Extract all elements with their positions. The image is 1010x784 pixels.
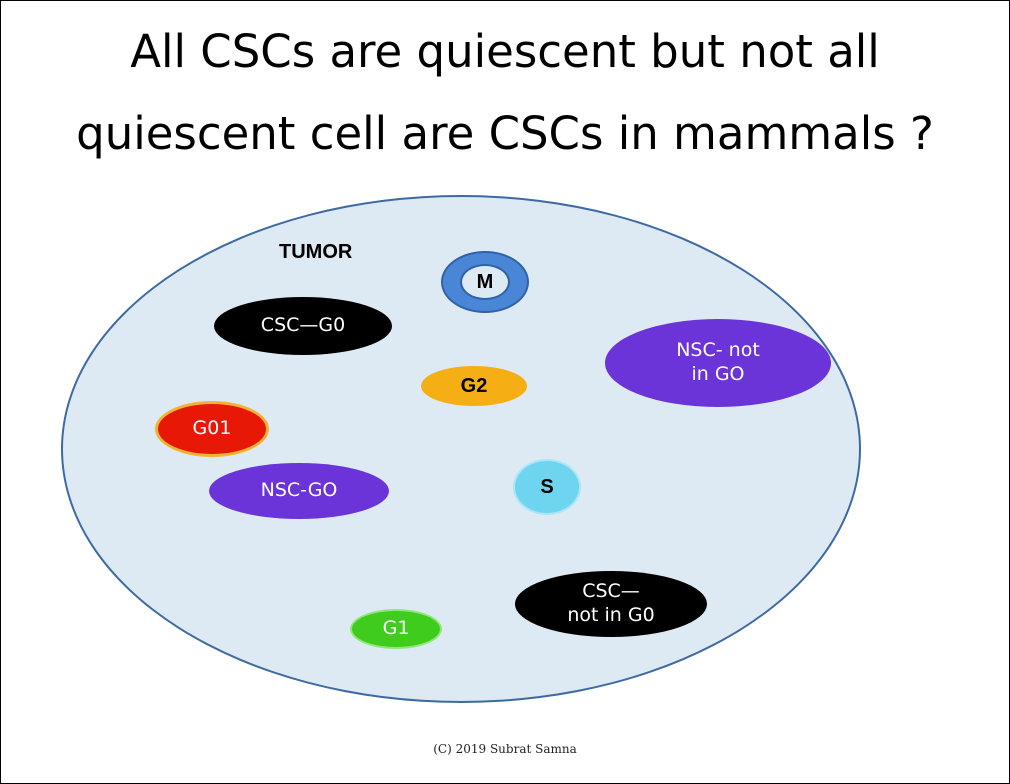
title-line-2: quiescent cell are CSCs in mammals ? [76,107,934,160]
cell-g2-label: G2 [460,374,488,397]
cell-s: S [513,459,581,515]
cell-nsc-g0: NSC-GO [209,463,389,519]
cell-nsc-not-in-g0-line1: NSC- not [676,339,760,362]
cell-csc-not-in-g0: CSC— not in G0 [515,571,707,637]
cell-g1: G1 [350,609,442,649]
cell-csc-g0: CSC—G0 [214,297,392,355]
cell-g01: G01 [155,401,269,457]
cell-csc-not-in-g0-line2: not in G0 [567,604,655,626]
cell-csc-not-in-g0-line1: CSC— [582,580,640,603]
cell-m-label: M [476,270,494,293]
cell-g1-label: G1 [382,617,410,640]
copyright-text: (C) 2019 Subrat Samna [433,742,577,756]
cell-g01-label: G01 [192,417,232,440]
cell-nsc-not-in-g0-line2: in GO [691,363,745,385]
cell-g2: G2 [421,366,527,406]
cell-m: M [441,251,529,313]
cell-m-nucleus: M [460,264,510,300]
cell-csc-not-in-g0-text: CSC— not in G0 [567,580,654,628]
cell-nsc-g0-label: NSC-GO [260,479,338,502]
title-line-1: All CSCs are quiescent but not all [130,25,880,78]
cell-nsc-not-in-g0: NSC- not in GO [605,319,831,407]
cell-nsc-not-in-g0-text: NSC- not in GO [676,339,760,387]
cell-s-label: S [540,475,554,498]
cell-csc-g0-label: CSC—G0 [260,314,346,337]
tumor-label: TUMOR [279,241,353,263]
